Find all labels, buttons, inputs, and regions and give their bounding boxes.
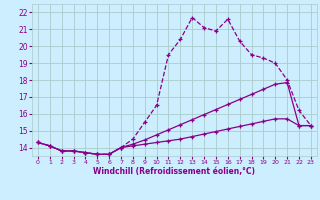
- X-axis label: Windchill (Refroidissement éolien,°C): Windchill (Refroidissement éolien,°C): [93, 167, 255, 176]
